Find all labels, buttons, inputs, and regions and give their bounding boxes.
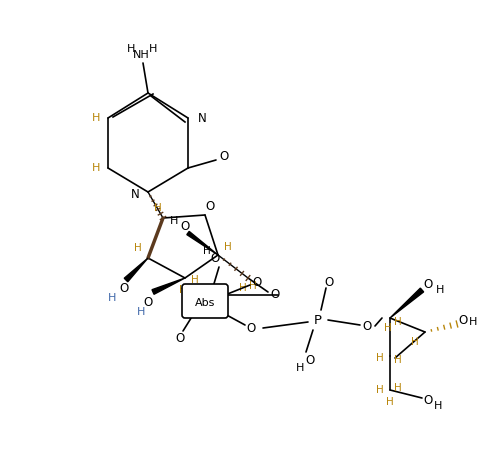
Text: H: H [436, 285, 444, 295]
Text: O: O [305, 354, 315, 367]
Text: H: H [386, 397, 394, 407]
Text: H: H [394, 317, 402, 327]
Text: H: H [249, 281, 257, 291]
Text: H: H [411, 337, 419, 347]
Text: H: H [137, 307, 145, 317]
Text: H: H [469, 317, 477, 327]
Text: H: H [134, 243, 142, 253]
Text: H: H [127, 44, 135, 54]
Text: O: O [180, 221, 190, 234]
Text: NH: NH [132, 50, 149, 60]
Text: O: O [458, 313, 467, 327]
Text: O: O [210, 253, 219, 266]
Text: H: H [92, 113, 100, 123]
Text: O: O [120, 281, 129, 295]
Polygon shape [187, 231, 218, 255]
Text: O: O [252, 276, 261, 290]
Text: N: N [198, 111, 207, 124]
Text: H: H [154, 203, 162, 213]
Text: H: H [394, 355, 402, 365]
Text: P: P [314, 313, 322, 327]
Text: H: H [203, 246, 211, 256]
Text: H: H [92, 163, 100, 173]
Text: H: H [170, 216, 178, 226]
Text: O: O [271, 287, 280, 300]
Text: H: H [376, 353, 384, 363]
Text: H: H [296, 363, 304, 373]
Polygon shape [390, 288, 424, 318]
Polygon shape [152, 278, 185, 295]
Text: O: O [362, 319, 371, 332]
Text: H: H [224, 242, 232, 252]
Text: H: H [376, 385, 384, 395]
Text: O: O [325, 276, 334, 289]
Text: Abs: Abs [195, 298, 215, 308]
Text: H: H [384, 323, 392, 333]
Text: H: H [394, 383, 402, 393]
Text: O: O [143, 295, 152, 308]
Text: H: H [191, 275, 199, 285]
Text: H: H [239, 283, 247, 293]
FancyBboxPatch shape [182, 284, 228, 318]
Text: O: O [175, 332, 185, 345]
Text: O: O [219, 151, 228, 164]
Text: H: H [108, 293, 116, 303]
Text: O: O [424, 277, 433, 290]
Text: O: O [206, 199, 215, 212]
Text: H: H [434, 401, 442, 411]
Text: O: O [424, 394, 433, 406]
Text: N: N [131, 188, 140, 201]
Text: H: H [179, 285, 187, 295]
Text: H: H [149, 44, 157, 54]
Text: O: O [246, 322, 256, 335]
Polygon shape [124, 258, 148, 282]
